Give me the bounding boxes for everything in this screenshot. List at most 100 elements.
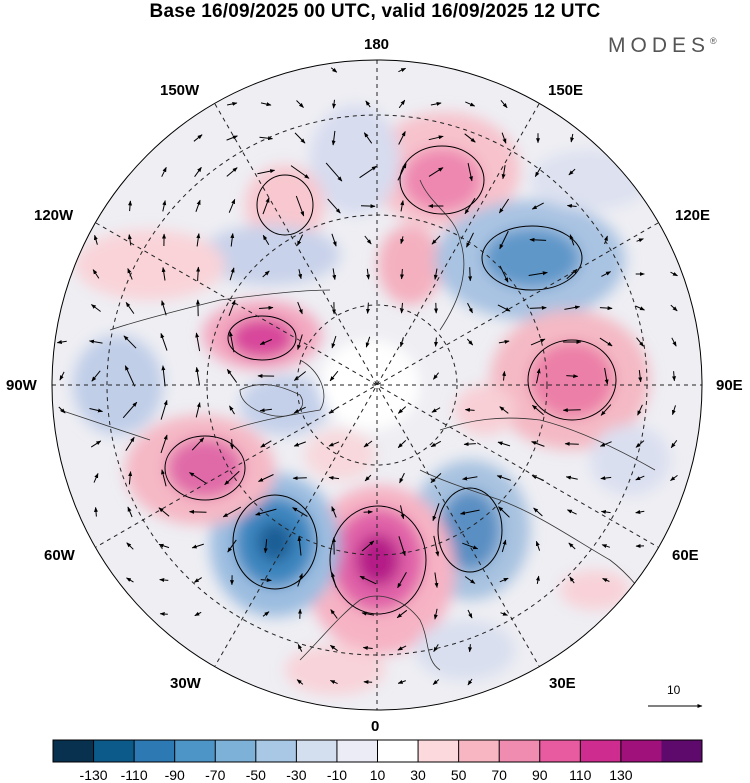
wind-vector <box>196 233 201 247</box>
wind-vector <box>193 134 203 142</box>
lon-label-120e: 120E <box>675 207 711 224</box>
wind-vector <box>566 509 577 515</box>
wind-vector <box>502 370 507 381</box>
wind-vector <box>670 439 678 449</box>
wind-vector <box>195 332 201 352</box>
wind-vector <box>466 338 474 346</box>
wind-vector <box>262 611 270 617</box>
wind-vector <box>294 132 306 144</box>
wind-vector <box>260 578 272 583</box>
wind-vector <box>89 339 103 344</box>
map-boundary <box>51 59 703 711</box>
wind-vector <box>635 510 645 514</box>
wind-vector <box>670 474 678 482</box>
wind-vector <box>189 472 207 484</box>
wind-vector <box>532 404 544 416</box>
anomaly-center <box>75 230 225 300</box>
anomaly-center <box>530 150 650 210</box>
lon-label-90w: 90W <box>6 377 37 394</box>
colorbar-tick-label: 90 <box>531 767 548 783</box>
wind-vector <box>127 506 133 518</box>
wind-vector <box>534 167 542 178</box>
wind-vector <box>89 408 103 413</box>
map-disc <box>52 60 702 710</box>
wind-vector <box>122 401 138 419</box>
wind-vector <box>460 509 480 515</box>
colorbar-tick-label: -30 <box>286 767 307 783</box>
wind-vector <box>635 475 645 481</box>
wind-vector <box>670 304 678 312</box>
colorbar-tick-label: 50 <box>450 767 467 783</box>
wind-vector <box>533 507 543 517</box>
map-title: Base 16/09/2025 00 UTC, valid 16/09/2025… <box>149 1 601 22</box>
wind-vector <box>364 474 372 482</box>
wind-vector <box>331 335 337 349</box>
wind-vector <box>230 233 235 247</box>
anomaly-center <box>230 318 294 358</box>
wind-vector <box>365 302 370 314</box>
wind-vector <box>292 507 308 517</box>
wind-vector <box>331 572 337 588</box>
wind-vector <box>189 509 207 514</box>
wind-vector <box>58 406 66 414</box>
colorbar <box>52 739 703 763</box>
wind-vector <box>161 469 167 487</box>
wind-vector <box>327 198 341 214</box>
wind-vector <box>195 199 201 212</box>
wind-vector <box>431 407 441 413</box>
wind-vector <box>430 101 442 106</box>
wind-vector <box>226 368 238 383</box>
anomaly-center <box>356 534 400 586</box>
wind-vector <box>498 506 510 518</box>
lon-label-60w: 60W <box>44 547 75 564</box>
wind-vector <box>530 338 546 346</box>
wind-vector <box>262 234 270 245</box>
wind-vector <box>398 67 407 73</box>
lon-label-0: 0 <box>371 718 380 735</box>
wind-vector <box>228 198 236 213</box>
colorbar-swatch <box>134 740 176 762</box>
wind-vector <box>599 441 612 447</box>
anomaly-center <box>530 342 614 418</box>
anomaly-center <box>167 438 243 498</box>
wind-vector <box>463 442 476 447</box>
colorbar-tick-label: 70 <box>491 767 507 783</box>
wind-vector <box>397 406 407 414</box>
wind-vector <box>638 370 643 383</box>
wind-vector <box>400 200 405 212</box>
wind-vector <box>602 578 610 583</box>
wind-vector <box>332 268 337 281</box>
wind-vector <box>290 165 310 179</box>
colorbar-tick-label: -10 <box>326 767 348 783</box>
wind-vector <box>59 371 65 381</box>
wind-vector <box>262 270 270 278</box>
wind-vector <box>428 135 444 141</box>
anomaly-center <box>415 620 515 680</box>
coastlines <box>59 179 661 671</box>
wind-vector <box>400 505 405 520</box>
wind-vector <box>365 100 371 108</box>
anomaly-center <box>200 225 340 285</box>
wind-vector <box>397 571 407 589</box>
wind-vector <box>434 337 438 347</box>
wind-vector <box>56 340 67 345</box>
wind-vector <box>196 266 201 281</box>
colorbar-tick-label: -90 <box>164 767 185 783</box>
wind-vector <box>400 236 405 245</box>
wind-vector <box>433 535 440 557</box>
graticule <box>52 60 702 710</box>
wind-vector <box>228 331 235 353</box>
wind-vector <box>433 608 438 620</box>
wind-vector <box>397 163 407 181</box>
wind-vector <box>259 136 273 141</box>
anomaly-center <box>484 228 580 288</box>
wind-vector <box>159 578 169 583</box>
wind-vector <box>568 542 576 550</box>
wind-vectors <box>56 67 678 686</box>
wind-vector <box>332 99 337 109</box>
wind-vector <box>496 475 511 481</box>
wind-vector <box>464 576 476 584</box>
wind-vector <box>331 506 337 518</box>
wind-vector <box>297 535 302 556</box>
